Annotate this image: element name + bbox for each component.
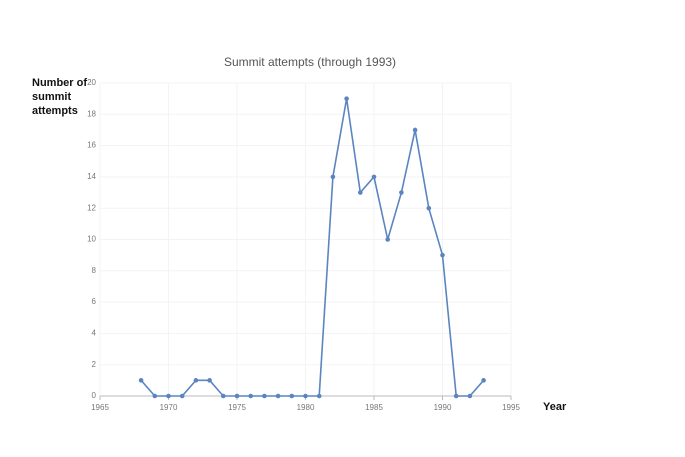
point xyxy=(453,393,459,399)
y-tick-label: 8 xyxy=(92,266,97,275)
point xyxy=(234,393,240,399)
point xyxy=(371,174,377,180)
y-tick-label: 10 xyxy=(87,235,96,244)
point xyxy=(138,378,144,383)
point xyxy=(426,205,432,211)
point xyxy=(221,393,226,399)
point xyxy=(481,378,486,383)
y-tick-label: 0 xyxy=(92,391,97,400)
point xyxy=(344,96,349,101)
y-tick-label: 4 xyxy=(92,329,97,338)
point xyxy=(152,393,158,399)
x-tick-label: 1965 xyxy=(91,403,109,412)
x-tick-label: 1980 xyxy=(297,403,315,412)
x-tick-label: 1985 xyxy=(365,403,383,412)
y-tick-label: 14 xyxy=(87,172,96,181)
point xyxy=(248,393,253,399)
point xyxy=(316,393,322,399)
point xyxy=(166,393,171,399)
x-tick-label: 1975 xyxy=(228,403,246,412)
x-axis-label: Year xyxy=(543,401,567,413)
point xyxy=(275,393,281,399)
point xyxy=(440,252,445,258)
y-tick-label: 2 xyxy=(92,360,97,369)
point xyxy=(330,174,336,180)
point xyxy=(289,393,295,399)
y-tick-label: 18 xyxy=(87,109,96,118)
y-tick-label: 20 xyxy=(87,78,96,87)
point xyxy=(193,378,199,383)
point xyxy=(207,378,212,383)
x-tick-label: 1990 xyxy=(434,403,452,412)
point xyxy=(262,393,267,399)
point xyxy=(412,127,418,133)
x-tick-label: 1995 xyxy=(502,403,520,412)
y-axis-label: Number of summit attempts xyxy=(32,77,87,117)
x-tick-label: 1970 xyxy=(160,403,178,412)
y-tick-label: 16 xyxy=(87,141,96,150)
line xyxy=(140,98,485,397)
point xyxy=(467,393,473,399)
point xyxy=(358,190,363,195)
y-tick-label: 6 xyxy=(92,297,97,306)
chart-title: Summit attempts (through 1993) xyxy=(224,55,396,69)
point xyxy=(179,393,185,399)
point xyxy=(303,393,308,399)
point xyxy=(385,237,391,242)
point xyxy=(399,190,404,195)
y-tick-label: 12 xyxy=(87,203,96,212)
